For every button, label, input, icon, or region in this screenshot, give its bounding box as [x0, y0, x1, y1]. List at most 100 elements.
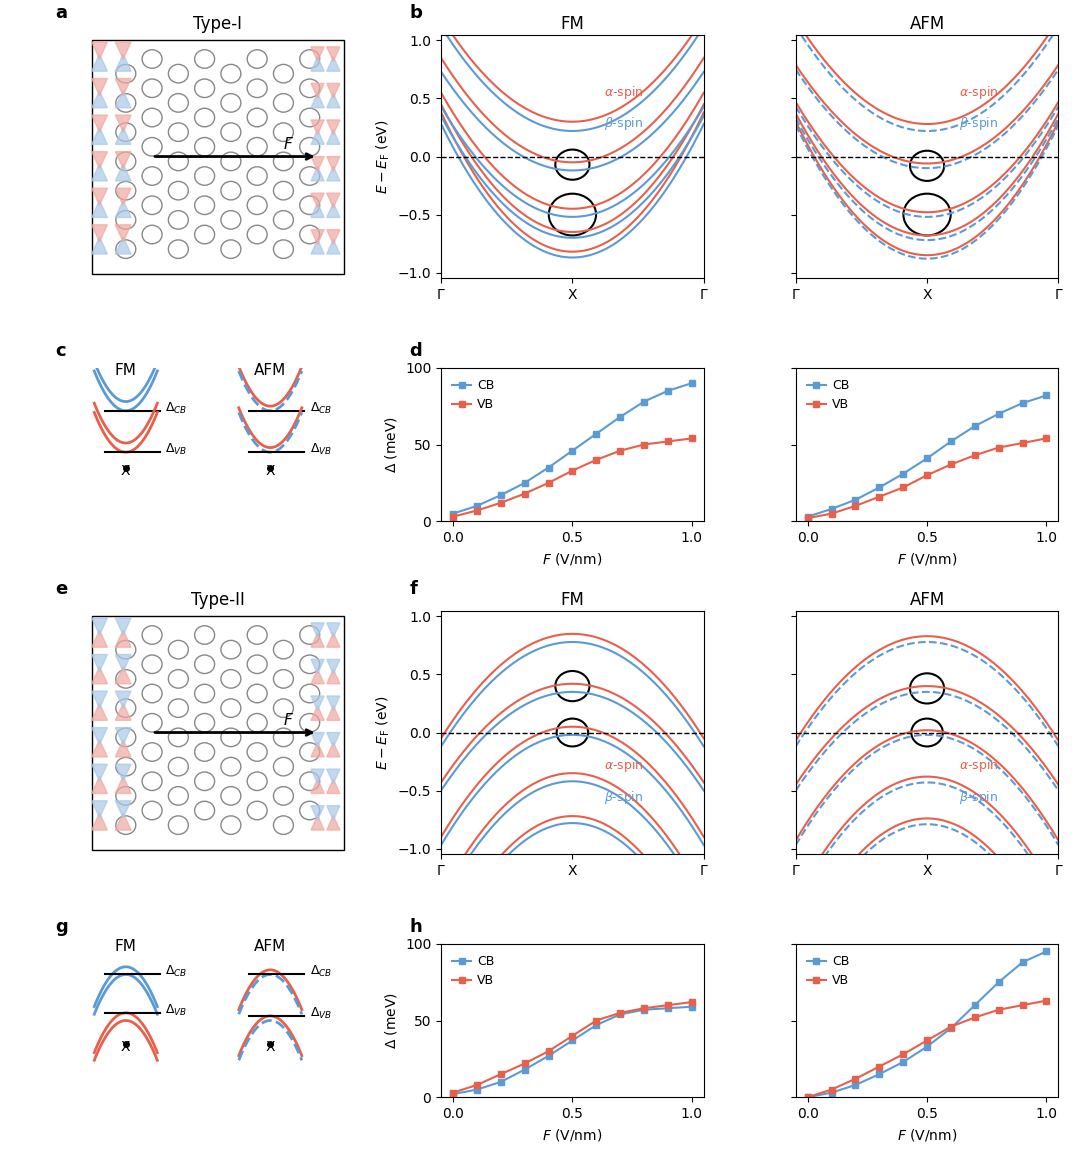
CB — [518, 476, 531, 490]
Polygon shape — [311, 769, 324, 784]
VB — [566, 1029, 579, 1043]
VB — [849, 1072, 862, 1086]
VB — [920, 468, 933, 482]
CB — [542, 1049, 555, 1063]
Polygon shape — [311, 47, 324, 61]
Text: X: X — [266, 1041, 275, 1055]
CB — [873, 480, 886, 494]
VB — [896, 1048, 909, 1061]
CB — [637, 395, 650, 409]
Polygon shape — [92, 776, 107, 793]
CB — [1040, 945, 1053, 959]
Title: FM: FM — [561, 15, 584, 33]
Legend: CB, VB: CB, VB — [802, 951, 854, 992]
VB — [944, 457, 957, 471]
Polygon shape — [92, 618, 107, 635]
Polygon shape — [92, 800, 107, 818]
CB — [920, 1040, 933, 1053]
Polygon shape — [311, 732, 324, 747]
Line: CB: CB — [449, 1004, 696, 1097]
Polygon shape — [92, 91, 107, 107]
CB — [873, 1067, 886, 1081]
CB — [993, 975, 1005, 989]
CB — [495, 1075, 508, 1089]
Legend: CB, VB: CB, VB — [447, 374, 500, 416]
Polygon shape — [327, 706, 340, 721]
CB — [590, 1019, 603, 1033]
CB — [471, 499, 484, 513]
VB — [495, 1067, 508, 1081]
Polygon shape — [92, 691, 107, 708]
Text: $\alpha$-spin: $\alpha$-spin — [604, 757, 644, 774]
Polygon shape — [311, 633, 324, 647]
CB — [518, 1063, 531, 1076]
Polygon shape — [92, 79, 107, 96]
Polygon shape — [311, 94, 324, 107]
VB — [471, 504, 484, 517]
Polygon shape — [116, 800, 131, 818]
Text: X: X — [266, 464, 275, 478]
Line: VB: VB — [449, 435, 696, 520]
Text: $\Delta_{VB}$: $\Delta_{VB}$ — [165, 442, 187, 457]
Line: VB: VB — [805, 435, 1050, 522]
CB — [495, 489, 508, 502]
VB — [542, 1044, 555, 1058]
Polygon shape — [92, 42, 107, 59]
Text: d: d — [409, 342, 422, 360]
CB — [825, 1086, 838, 1100]
Polygon shape — [116, 42, 131, 59]
Line: CB: CB — [805, 392, 1050, 520]
CB — [1016, 955, 1029, 969]
VB — [637, 438, 650, 452]
CB — [825, 502, 838, 516]
Polygon shape — [311, 83, 324, 98]
Polygon shape — [327, 83, 340, 98]
Polygon shape — [327, 769, 340, 784]
Text: $\Delta_{CB}$: $\Delta_{CB}$ — [165, 401, 188, 416]
Polygon shape — [116, 765, 131, 781]
VB — [1040, 993, 1053, 1007]
Polygon shape — [327, 193, 340, 208]
CB — [1040, 388, 1053, 402]
CB — [993, 407, 1005, 420]
Polygon shape — [311, 193, 324, 208]
VB — [661, 434, 674, 448]
Text: g: g — [55, 918, 68, 936]
VB — [1016, 437, 1029, 450]
VB — [686, 996, 699, 1009]
VB — [518, 1057, 531, 1071]
Title: AFM: AFM — [909, 15, 945, 33]
CB — [446, 1087, 459, 1101]
Polygon shape — [92, 164, 107, 181]
Polygon shape — [92, 116, 107, 132]
Line: VB: VB — [805, 997, 1050, 1101]
Polygon shape — [92, 201, 107, 217]
VB — [920, 1034, 933, 1048]
Polygon shape — [311, 57, 324, 72]
Polygon shape — [92, 728, 107, 745]
VB — [637, 1001, 650, 1015]
CB — [1016, 396, 1029, 410]
CB — [896, 1055, 909, 1068]
Polygon shape — [327, 669, 340, 684]
Text: $\alpha$-spin: $\alpha$-spin — [959, 757, 998, 774]
CB — [661, 1001, 674, 1015]
Polygon shape — [92, 740, 107, 757]
Polygon shape — [327, 129, 340, 144]
Polygon shape — [116, 691, 131, 708]
Polygon shape — [116, 116, 131, 132]
CB — [446, 507, 459, 521]
CB — [849, 1078, 862, 1091]
Text: $\beta$-spin: $\beta$-spin — [959, 789, 998, 806]
Text: b: b — [409, 5, 422, 22]
Polygon shape — [311, 706, 324, 721]
Polygon shape — [116, 91, 131, 107]
VB — [590, 453, 603, 467]
CB — [590, 427, 603, 441]
Text: $\alpha$-spin: $\alpha$-spin — [959, 83, 998, 100]
CB — [542, 461, 555, 475]
Polygon shape — [116, 631, 131, 647]
Polygon shape — [92, 54, 107, 72]
CB — [613, 410, 626, 424]
Polygon shape — [311, 623, 324, 638]
